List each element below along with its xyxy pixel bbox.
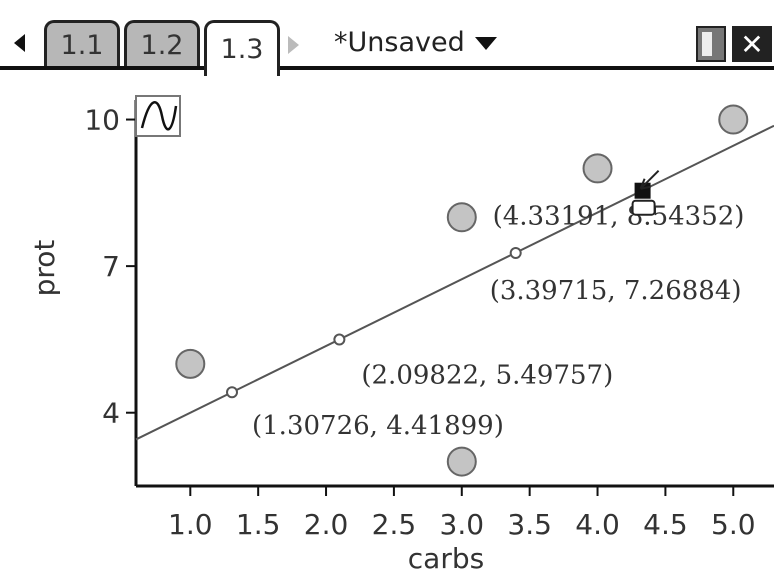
trace-point[interactable] (509, 246, 522, 259)
data-point[interactable] (582, 153, 613, 184)
graph-area[interactable]: 1.0 1.5 2.0 2.5 3.0 3.5 4.0 4.5 5.0 4 7 10 carbs prot… (0, 72, 774, 575)
tab-bar: 1.1 1.2 1.3 *Unsaved ✕ (0, 0, 774, 76)
regression-line[interactable] (135, 124, 774, 441)
graph-tool-icon[interactable] (135, 95, 181, 137)
x-tick-label: 2.5 (372, 508, 417, 541)
tab-1-1[interactable]: 1.1 (44, 20, 120, 68)
trace-point[interactable] (226, 386, 239, 399)
coordinate-label: (3.39715, 7.26884) (490, 276, 742, 306)
y-tick-label: 10 (84, 104, 120, 137)
x-tick-label: 4.5 (643, 508, 688, 541)
scroll-left-icon[interactable] (14, 34, 25, 52)
data-point[interactable] (718, 104, 749, 135)
data-point[interactable] (446, 202, 477, 233)
graph-curve-icon (140, 101, 178, 131)
coordinate-label: (4.33191, 8.54352) (493, 202, 745, 232)
x-tick-label: 2.0 (304, 508, 349, 541)
hand-cursor-icon (631, 199, 656, 216)
y-axis-label: prot (28, 240, 61, 297)
arrow-cursor-icon (639, 170, 660, 190)
data-point[interactable] (446, 446, 477, 477)
coordinate-label: (2.09822, 5.49757) (361, 361, 613, 391)
document-title-menu[interactable]: *Unsaved (334, 24, 497, 60)
x-tick-label: 3.5 (507, 508, 552, 541)
tab-1-2[interactable]: 1.2 (124, 20, 200, 68)
page-view-icon[interactable] (696, 26, 726, 62)
coordinate-label: (1.30726, 4.41899) (252, 411, 504, 441)
scatter-plot[interactable]: 1.0 1.5 2.0 2.5 3.0 3.5 4.0 4.5 5.0 4 7 10 carbs prot… (0, 72, 774, 575)
tab-1-3[interactable]: 1.3 (204, 20, 280, 76)
x-tick-label: 5.0 (711, 508, 756, 541)
x-tick-label: 4.0 (575, 508, 620, 541)
tab-underline (0, 66, 774, 70)
data-point[interactable] (175, 348, 206, 379)
x-tick-label: 3.0 (440, 508, 485, 541)
x-tick-label: 1.5 (236, 508, 281, 541)
y-tick-label: 4 (102, 397, 120, 430)
x-axis-label: carbs (408, 542, 484, 574)
close-icon[interactable]: ✕ (732, 26, 772, 62)
trace-point[interactable] (333, 333, 346, 346)
document-title: *Unsaved (334, 26, 465, 58)
y-tick-label: 7 (102, 250, 120, 283)
chevron-down-icon (474, 37, 497, 50)
scroll-right-icon[interactable] (288, 36, 299, 54)
x-tick-label: 1.0 (168, 508, 213, 541)
